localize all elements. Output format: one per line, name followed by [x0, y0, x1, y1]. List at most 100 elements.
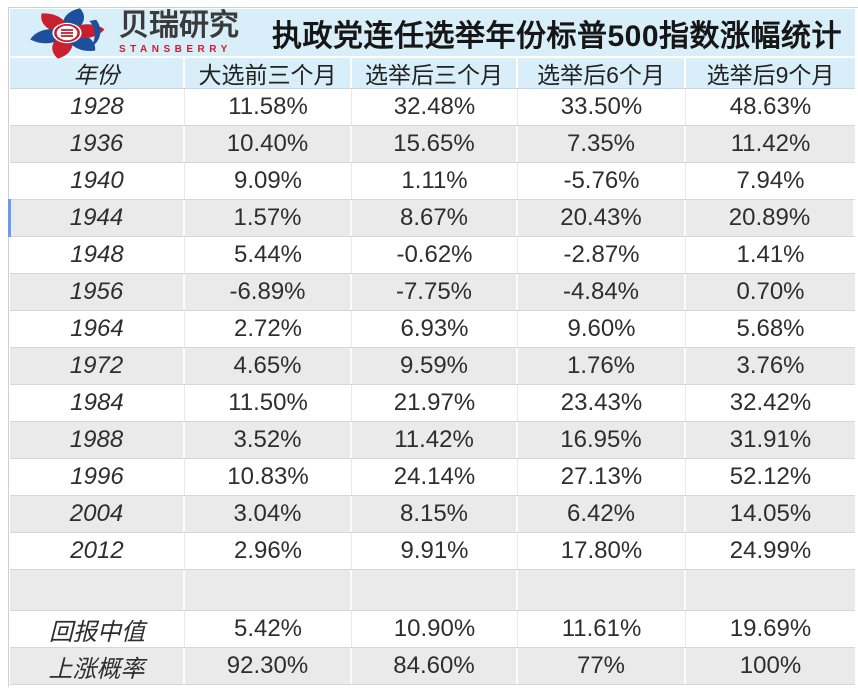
year-cell[interactable]: 1936	[10, 126, 185, 162]
value-cell[interactable]: 5.68%	[736, 315, 805, 342]
value-cell[interactable]: 77%	[518, 648, 686, 684]
value-cell[interactable]: 3.76%	[736, 352, 805, 379]
table-row[interactable]: 1940 9.09% 1.11% -5.76% 7.94%	[10, 163, 855, 200]
year-cell[interactable]: 2012	[10, 533, 185, 569]
value-cell[interactable]	[185, 570, 352, 610]
value-cell[interactable]: 11.42%	[730, 130, 811, 157]
value-cell[interactable]: -0.62%	[352, 237, 518, 273]
table-row[interactable]: 1956 -6.89% -7.75% -4.84% 0.70%	[10, 274, 855, 311]
year-cell[interactable]	[10, 570, 185, 610]
value-cell[interactable]: 10.90%	[352, 611, 518, 647]
summary-label[interactable]: 回报中值	[10, 611, 185, 647]
value-cell[interactable]: 21.97%	[352, 385, 518, 421]
column-header[interactable]: 选举后9个月	[706, 62, 835, 88]
value-cell[interactable]: 27.13%	[518, 459, 686, 495]
value-cell[interactable]: 52.12%	[729, 463, 812, 490]
value-cell[interactable]: 16.95%	[518, 422, 686, 458]
value-cell[interactable]: 5.42%	[185, 611, 352, 647]
value-cell[interactable]: 1.41%	[736, 241, 805, 268]
year-cell[interactable]: 1996	[10, 459, 185, 495]
value-cell[interactable]: 14.05%	[729, 500, 812, 527]
table-row[interactable]: 1972 4.65% 9.59% 1.76% 3.76%	[10, 348, 855, 385]
value-cell[interactable]: 9.59%	[352, 348, 518, 384]
value-cell[interactable]: 10.83%	[185, 459, 352, 495]
value-cell[interactable]: 3.52%	[185, 422, 352, 458]
year-cell[interactable]: 1988	[10, 422, 185, 458]
value-cell[interactable]: -5.76%	[518, 163, 686, 199]
value-cell[interactable]: 7.94%	[736, 167, 805, 194]
value-cell[interactable]: 11.50%	[185, 385, 352, 421]
value-cell[interactable]: 20.43%	[518, 200, 686, 236]
value-cell[interactable]: 6.93%	[352, 311, 518, 347]
value-cell[interactable]: -6.89%	[185, 274, 352, 310]
value-cell[interactable]: 19.69%	[729, 615, 812, 642]
value-cell[interactable]: 48.63%	[729, 93, 812, 120]
value-cell[interactable]: -4.84%	[518, 274, 686, 310]
value-cell[interactable]: 15.65%	[352, 126, 518, 162]
year-cell[interactable]: 1940	[10, 163, 185, 199]
year-cell[interactable]: 1928	[10, 89, 185, 125]
value-cell[interactable]: 92.30%	[185, 648, 352, 684]
year-cell[interactable]: 1972	[10, 348, 185, 384]
year-cell[interactable]: 1956	[10, 274, 185, 310]
value-cell[interactable]: 6.42%	[518, 496, 686, 532]
table-row[interactable]: 1996 10.83% 24.14% 27.13% 52.12%	[10, 459, 855, 496]
value-cell[interactable]: 100%	[739, 652, 802, 679]
table-row[interactable]: 1944 1.57% 8.67% 20.43% 20.89%	[8, 199, 855, 237]
value-cell[interactable]: 1.11%	[352, 163, 518, 199]
value-cell[interactable]: 33.50%	[518, 89, 686, 125]
value-cell[interactable]: 3.04%	[185, 496, 352, 532]
table-row[interactable]: 2004 3.04% 8.15% 6.42% 14.05%	[10, 496, 855, 533]
table-row[interactable]: 1964 2.72% 6.93% 9.60% 5.68%	[10, 311, 855, 348]
value-cell[interactable]: 17.80%	[518, 533, 686, 569]
value-cell[interactable]	[518, 570, 686, 610]
value-cell[interactable]: 10.40%	[185, 126, 352, 162]
value-cell[interactable]: 11.61%	[518, 611, 686, 647]
empty-row[interactable]	[10, 570, 855, 611]
value-cell[interactable]: 23.43%	[518, 385, 686, 421]
table-row[interactable]: 1988 3.52% 11.42% 16.95% 31.91%	[10, 422, 855, 459]
value-cell[interactable]: 1.76%	[518, 348, 686, 384]
table-row[interactable]: 1936 10.40% 15.65% 7.35% 11.42%	[10, 126, 855, 163]
value-cell[interactable]: -2.87%	[518, 237, 686, 273]
value-cell[interactable]: 24.14%	[352, 459, 518, 495]
value-cell[interactable]	[352, 570, 518, 610]
value-cell[interactable]: 31.91%	[729, 426, 812, 453]
value-cell[interactable]: 32.42%	[729, 389, 812, 416]
year-cell[interactable]: 1944	[10, 200, 185, 236]
summary-label[interactable]: 上涨概率	[10, 648, 185, 684]
value-cell[interactable]	[686, 570, 855, 610]
value-cell[interactable]: 7.35%	[518, 126, 686, 162]
value-cell[interactable]: 9.60%	[518, 311, 686, 347]
value-cell[interactable]: 11.42%	[352, 422, 518, 458]
year-cell[interactable]: 2004	[10, 496, 185, 532]
value-cell[interactable]: 20.89%	[686, 200, 855, 236]
value-cell[interactable]: 2.72%	[185, 311, 352, 347]
table-row[interactable]: 1948 5.44% -0.62% -2.87% 1.41%	[10, 237, 855, 274]
value-cell[interactable]: 5.44%	[185, 237, 352, 273]
summary-row[interactable]: 回报中值 5.42% 10.90% 11.61% 19.69%	[10, 611, 855, 648]
value-cell[interactable]: 24.99%	[729, 537, 812, 564]
table-row[interactable]: 1984 11.50% 21.97% 23.43% 32.42%	[10, 385, 855, 422]
value-cell[interactable]: 84.60%	[352, 648, 518, 684]
column-header[interactable]: 选举后三个月	[352, 58, 518, 88]
table-row[interactable]: 2012 2.96% 9.91% 17.80% 24.99%	[10, 533, 855, 570]
year-cell[interactable]: 1948	[10, 237, 185, 273]
value-cell[interactable]: 8.67%	[352, 200, 518, 236]
year-cell[interactable]: 1964	[10, 311, 185, 347]
value-cell[interactable]: 9.09%	[185, 163, 352, 199]
value-cell[interactable]: -7.75%	[352, 274, 518, 310]
value-cell[interactable]: 11.58%	[185, 89, 352, 125]
value-cell[interactable]: 9.91%	[352, 533, 518, 569]
value-cell[interactable]: 8.15%	[352, 496, 518, 532]
value-cell[interactable]: 0.70%	[736, 278, 805, 305]
year-cell[interactable]: 1984	[10, 385, 185, 421]
summary-row[interactable]: 上涨概率 92.30% 84.60% 77% 100%	[10, 648, 855, 685]
column-header[interactable]: 大选前三个月	[185, 58, 352, 88]
column-header[interactable]: 选举后6个月	[518, 58, 686, 88]
value-cell[interactable]: 32.48%	[352, 89, 518, 125]
value-cell[interactable]: 4.65%	[185, 348, 352, 384]
value-cell[interactable]: 2.96%	[185, 533, 352, 569]
value-cell[interactable]: 1.57%	[185, 200, 352, 236]
column-header[interactable]: 年份	[10, 58, 185, 88]
